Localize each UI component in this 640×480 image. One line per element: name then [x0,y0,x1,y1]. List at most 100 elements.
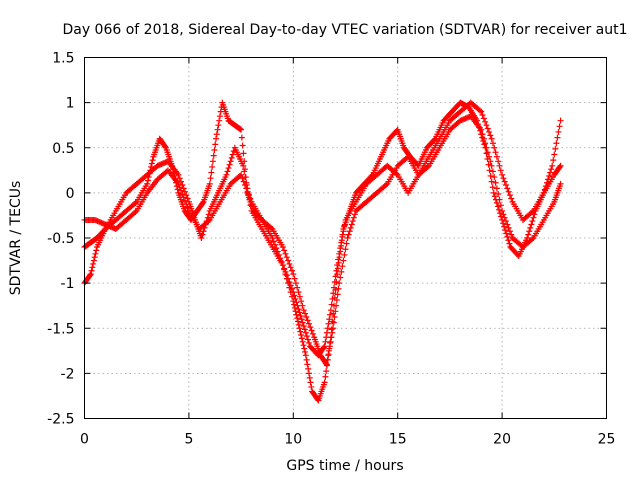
data-point [393,170,400,177]
data-point [295,321,302,328]
data-point [305,339,312,346]
data-point [350,214,357,221]
data-point [487,172,494,179]
data-point [305,365,312,372]
data-point [298,298,305,305]
data-point [529,218,536,225]
data-point [527,224,534,231]
data-point [495,191,502,198]
data-point [342,246,349,253]
data-point [497,202,504,209]
data-point [286,278,293,285]
data-point [297,312,304,319]
data-point [382,181,389,188]
data-point [176,184,183,191]
data-point [505,224,512,231]
data-point [479,131,486,138]
data-point [290,289,297,296]
data-point [309,330,316,337]
data-point [336,280,343,287]
data-point [239,175,246,182]
data-point [334,262,341,269]
data-point [322,360,329,367]
data-point [557,180,564,187]
data-point [330,290,337,297]
data-point [162,143,169,150]
data-point [304,317,311,324]
data-point [324,325,331,332]
data-point [229,151,236,158]
data-point [500,211,507,218]
data-point [281,247,288,254]
data-point [508,231,515,238]
data-point [553,140,560,147]
data-point [336,250,343,257]
data-point [324,356,331,363]
data-point [505,237,512,244]
data-point [283,272,290,279]
data-point [216,113,223,120]
data-point [298,332,305,339]
y-tick-label: 1 [66,96,75,112]
data-point [240,150,247,157]
data-point [506,192,513,199]
data-point [295,306,302,313]
data-point [505,188,512,195]
data-point [546,172,553,179]
data-point [341,251,348,258]
data-point [270,238,277,245]
data-point [293,311,300,318]
data-point [495,158,502,165]
data-point [299,302,306,309]
x-tick-label: 0 [80,432,89,448]
data-point [322,373,329,380]
data-point [181,197,188,204]
data-point [548,166,555,173]
axis-ticks [84,57,607,419]
x-tick-label: 5 [184,432,193,448]
data-point [493,200,500,207]
data-point [300,342,307,349]
data-point [241,168,248,175]
data-point [223,171,230,178]
data-points [81,99,564,404]
data-point [216,117,223,124]
data-point [175,171,182,178]
data-point [299,319,306,326]
data-point [282,250,289,257]
data-point [486,153,493,160]
grid-lines [84,57,607,419]
data-point [320,344,327,351]
data-point [493,185,500,192]
data-point [481,141,488,148]
y-tick-label: 0.5 [52,141,74,157]
data-point [149,157,156,164]
data-point [483,144,490,151]
data-point [295,289,302,296]
data-point [506,228,513,235]
data-point [208,169,215,176]
data-point [484,125,491,132]
data-point [178,187,185,194]
data-point [557,117,564,124]
series-3 [81,113,564,368]
data-point [488,162,495,169]
data-point [506,240,513,247]
data-point [337,245,344,252]
data-point [424,163,431,170]
data-point [499,171,506,178]
data-point [485,161,492,168]
data-point [209,158,216,165]
data-point [335,256,342,263]
data-point [238,134,245,141]
data-point [199,200,206,207]
data-point [332,273,339,280]
data-point [494,203,501,210]
data-point [238,171,245,178]
data-point [297,328,304,335]
data-point [199,231,206,238]
data-point [347,224,354,231]
data-point [303,356,310,363]
data-point [296,309,303,316]
data-point [331,278,338,285]
